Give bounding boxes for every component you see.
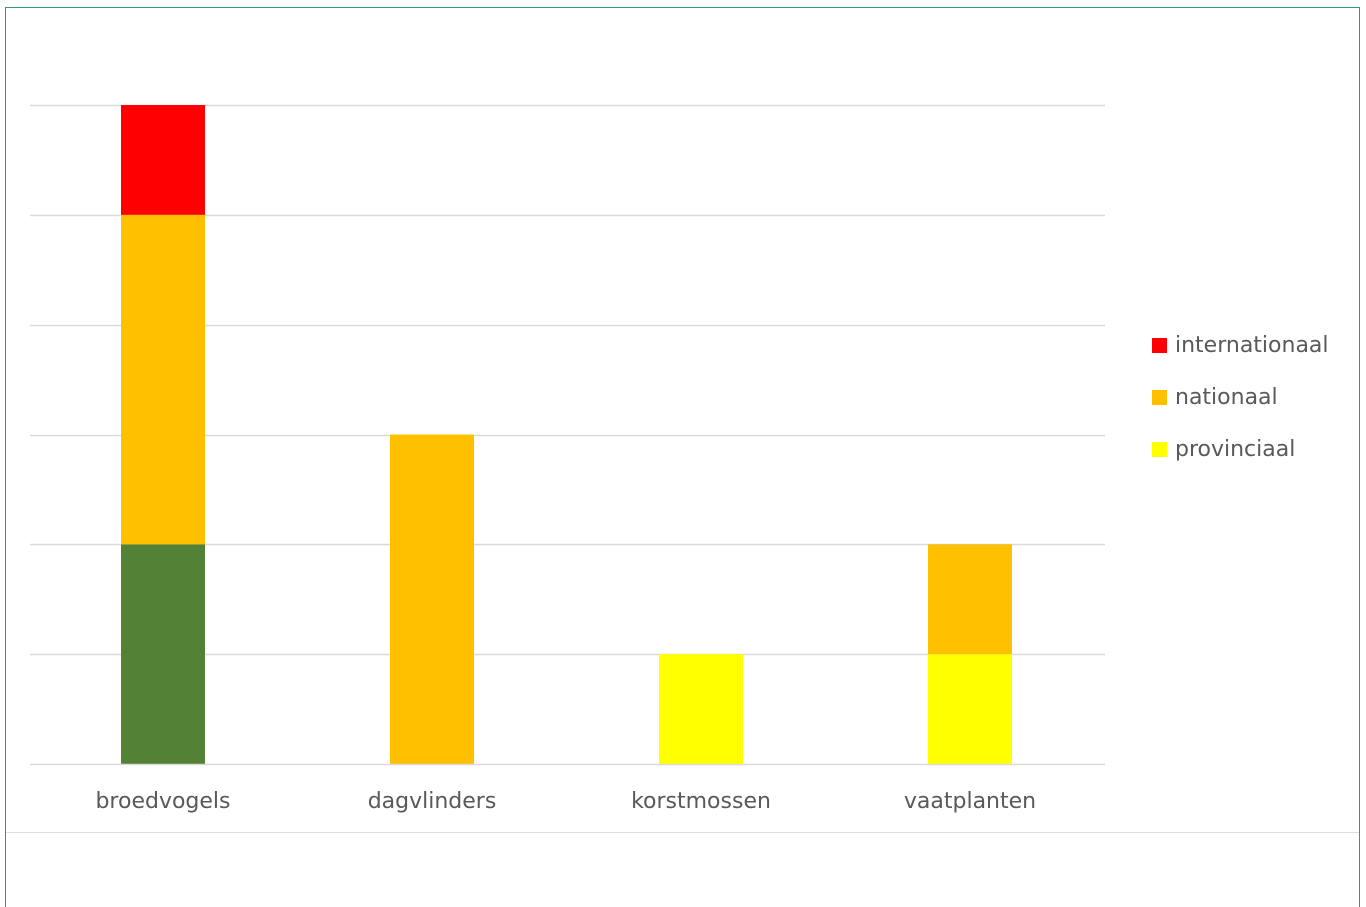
- bar-segment-broedvogels-nationaal: [121, 214, 205, 545]
- category-label: korstmossen: [631, 789, 771, 814]
- legend-swatch: [1152, 337, 1167, 353]
- bar-segment-broedvogels-internationaal: [121, 105, 205, 215]
- gridlines: [30, 104, 1105, 656]
- bar-segment-broedvogels: [121, 544, 205, 764]
- footer-divider: [6, 832, 1359, 833]
- legend-item: nationaal: [1152, 382, 1278, 412]
- category-labels: broedvogels dagvlinders korstmossen vaatpla…: [95, 789, 1036, 814]
- legend-swatch: [1152, 441, 1167, 457]
- bar-segment-dagvlinders-nationaal: [390, 434, 474, 764]
- bar-segment-vaatplanten-nationaal: [928, 544, 1012, 655]
- legend-swatch: [1152, 389, 1167, 405]
- category-label: dagvlinders: [368, 789, 497, 814]
- legend-label: provinciaal: [1175, 436, 1296, 462]
- legend-label: nationaal: [1175, 384, 1278, 410]
- bars: [121, 105, 1012, 764]
- bar-segment-korstmossen-provinciaal: [659, 654, 743, 764]
- legend-label: internationaal: [1175, 332, 1329, 358]
- bar-segment-vaatplanten-provinciaal: [928, 654, 1012, 764]
- legend-item: internationaal: [1152, 330, 1329, 360]
- legend-item: provinciaal: [1152, 434, 1295, 464]
- category-label: broedvogels: [95, 789, 230, 814]
- category-label: vaatplanten: [904, 789, 1036, 814]
